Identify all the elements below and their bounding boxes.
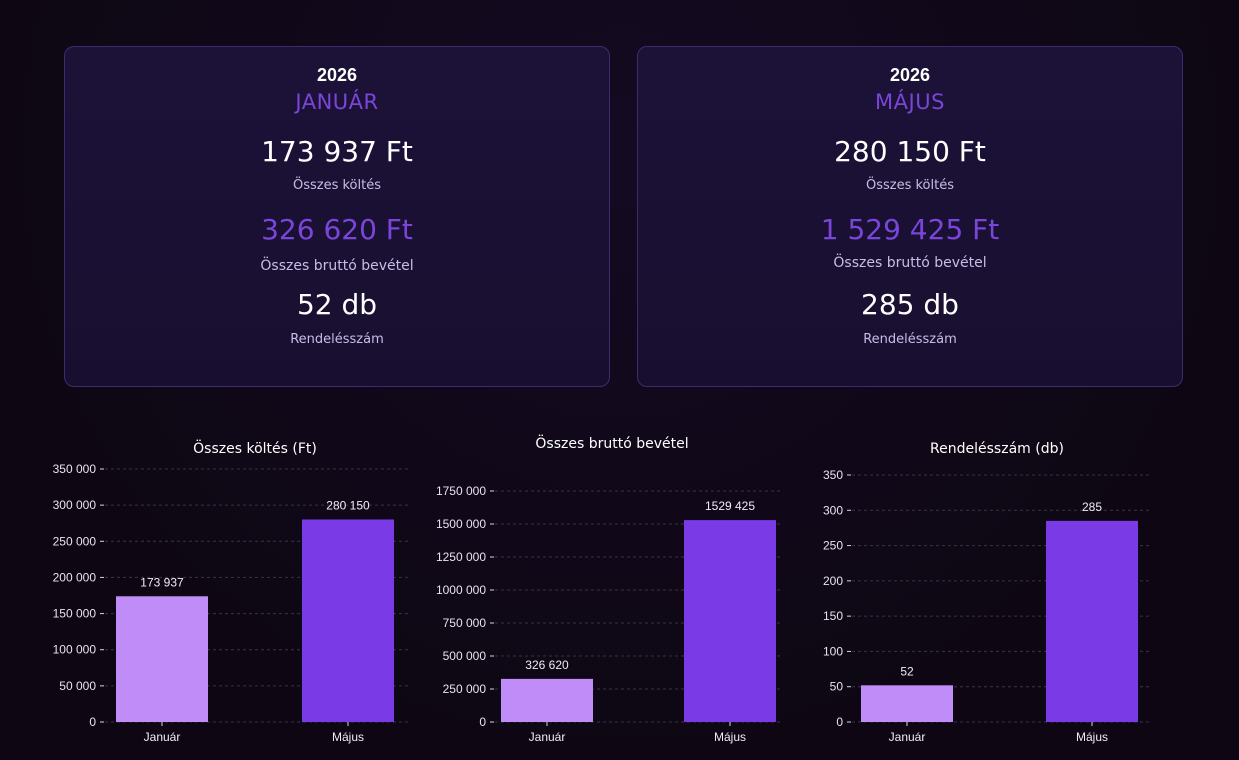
x-tick-label: Január [144,730,181,744]
data-label: 1529 425 [705,499,755,513]
y-tick-label: 0 [836,715,843,729]
bar-január [501,678,593,722]
y-tick-label: 0 [89,715,96,729]
x-tick-label: Január [529,730,566,744]
y-tick-label: 0 [479,715,486,729]
orders-label: Rendelésszám [863,332,957,347]
orders-value: 285 db [861,288,959,321]
bar-május [302,519,394,722]
y-tick-label: 300 [823,503,843,517]
y-tick-label: 100 [823,644,843,658]
spend-value: 173 937 Ft [261,135,413,168]
bar-május [1046,520,1138,722]
spend-value: 280 150 Ft [834,135,986,168]
spend-label: Összes költés [292,178,381,193]
x-tick-label: Január [889,730,926,744]
bar-május [684,520,776,722]
y-tick-label: 1000 000 [436,583,486,597]
data-label: 280 150 [326,498,370,512]
bar-január [116,596,208,722]
data-label: 326 620 [525,658,569,672]
y-tick-label: 50 000 [59,679,96,693]
x-tick-label: Május [1076,730,1108,744]
card-month: JANUÁR [295,90,379,114]
revenue-label: Összes bruttó bevétel [833,255,987,271]
y-tick-label: 150 [823,609,843,623]
spend-bar-chart: Összes költés (Ft) 0 50 000 100 000 150 000 2… [53,439,408,744]
revenue-value: 326 620 Ft [261,213,413,246]
y-tick-label: 350 [823,468,843,482]
revenue-value: 1 529 425 Ft [820,213,1000,246]
x-tick-label: Május [714,730,746,744]
data-label: 173 937 [140,575,184,589]
y-tick-label: 150 000 [53,607,97,621]
x-tick-label: Május [332,730,364,744]
y-tick-label: 250 000 [53,534,97,548]
data-label: 52 [900,664,914,678]
summary-card-january: 2026 JANUÁR 173 937 Ft Összes költés 326… [64,46,610,387]
y-tick-label: 200 000 [53,570,97,584]
card-year: 2026 [316,65,358,85]
chart-title: Rendelésszám (db) [930,441,1064,457]
y-tick-label: 250 [823,539,843,553]
y-tick-label: 750 000 [443,616,487,630]
chart-title: Összes bruttó bevétel [535,434,688,452]
y-tick-label: 250 000 [443,682,487,696]
data-label: 285 [1082,500,1102,514]
y-tick-label: 1500 000 [436,517,486,531]
y-tick-label: 1250 000 [436,550,486,564]
y-tick-label: 500 000 [443,649,487,663]
chart-title: Összes költés (Ft) [193,439,317,457]
revenue-label: Összes bruttó bevétel [260,258,414,274]
spend-label: Összes költés [865,178,954,193]
y-tick-label: 350 000 [53,462,97,476]
y-tick-label: 1750 000 [436,484,486,498]
y-tick-label: 200 [823,574,843,588]
bar-január [861,685,953,722]
card-year: 2026 [889,65,931,85]
y-tick-label: 50 [830,680,844,694]
y-tick-label: 100 000 [53,643,97,657]
orders-label: Rendelésszám [290,332,384,347]
y-tick-label: 300 000 [53,498,97,512]
revenue-bar-chart: Összes bruttó bevétel 0 250 000 500 000 750 … [436,434,780,744]
orders-value: 52 db [296,288,378,321]
card-month: MÁJUS [875,90,945,114]
summary-card-may: 2026 MÁJUS 280 150 Ft Összes költés 1 52… [637,46,1183,387]
orders-bar-chart: Rendelésszám (db) 0 50 100 150 200 250 300 350 52… [823,441,1150,744]
